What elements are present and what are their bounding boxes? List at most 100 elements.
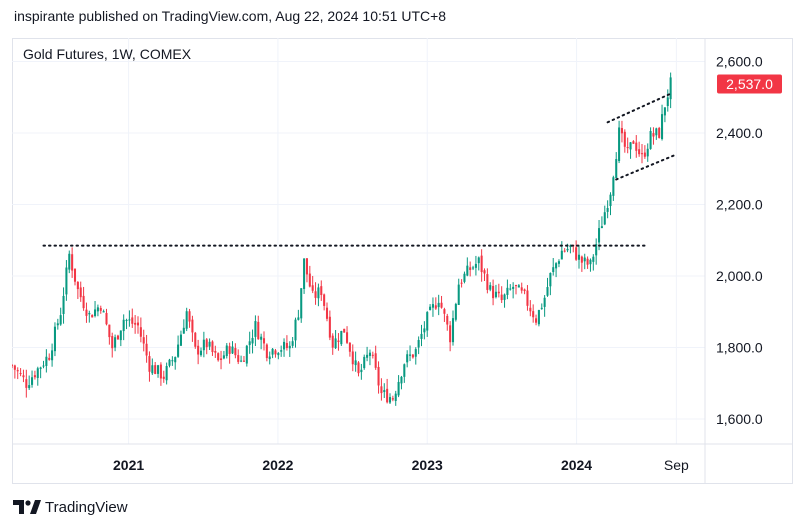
price-chart[interactable]: 1,600.0 1,800.0 2,000.0 2,200.0 2,400.0 2,600…: [12, 38, 793, 484]
candle-body: [228, 346, 231, 354]
candle-body: [114, 337, 117, 348]
candle-body: [620, 128, 623, 134]
candle-body: [99, 307, 102, 311]
candle-body: [96, 307, 99, 312]
candle-body: [13, 365, 16, 370]
candle-body: [394, 393, 397, 401]
candle-body: [79, 287, 82, 298]
candle-body: [354, 360, 357, 366]
candle-body: [532, 311, 535, 318]
candle-body: [460, 282, 463, 284]
candle-body: [277, 353, 280, 356]
candle-body: [658, 127, 661, 138]
candle-body: [409, 354, 412, 356]
candle-body: [285, 342, 288, 349]
candle-body: [640, 153, 644, 155]
y-tick-label: 1,800.0: [716, 340, 763, 356]
y-tick-label: 2,400.0: [716, 125, 763, 141]
candle-body: [569, 245, 572, 248]
candle-body: [22, 375, 25, 378]
chart-frame: [12, 38, 793, 484]
candle-body: [91, 315, 94, 318]
candle-body: [248, 341, 251, 346]
candle-body: [168, 359, 171, 366]
candle-body: [503, 294, 506, 300]
candle-body: [351, 351, 354, 365]
candle-body: [271, 348, 274, 355]
candle-body: [552, 267, 555, 273]
y-tick-label: 2,600.0: [716, 54, 763, 70]
candle-body: [199, 350, 203, 356]
candle-body: [540, 307, 543, 309]
candle-body: [626, 147, 629, 149]
candle-body: [42, 365, 45, 367]
y-tick-label: 1,600.0: [716, 411, 763, 427]
candle-body: [603, 212, 606, 225]
candle-body: [360, 369, 363, 373]
candle-body: [388, 397, 392, 403]
candle-body: [423, 328, 426, 333]
candle-body: [383, 390, 386, 393]
candle-body: [260, 336, 263, 340]
candle-body: [486, 274, 489, 290]
candle-body: [305, 258, 308, 275]
trendline-channel-upper: [606, 92, 672, 124]
candle-body: [580, 256, 583, 263]
candle-body: [414, 349, 417, 357]
candle-body: [142, 337, 145, 344]
candle-body: [663, 107, 666, 116]
candle-body: [472, 267, 475, 269]
candle-body: [33, 375, 36, 378]
candle-body: [182, 327, 185, 334]
candle-body: [506, 287, 509, 295]
candle-body: [19, 373, 22, 375]
candle-body: [655, 128, 658, 136]
candle-body: [288, 345, 291, 349]
candle-body: [512, 286, 515, 289]
candle-body: [202, 339, 205, 351]
candle-body: [177, 344, 180, 357]
candle-body: [159, 364, 162, 379]
candle-body: [557, 261, 560, 264]
candle-body: [51, 350, 54, 361]
candle-body: [480, 255, 483, 273]
candle-body: [294, 319, 297, 341]
candle-body: [234, 348, 237, 356]
candle-body: [214, 351, 217, 353]
x-tick-label: 2023: [412, 457, 443, 473]
candle-body: [431, 304, 434, 308]
candle-body: [220, 358, 223, 360]
candle-body: [323, 294, 326, 306]
candle-body: [623, 131, 626, 147]
candle-body: [314, 291, 317, 298]
x-tick-label: 2024: [561, 457, 592, 473]
candle-body: [560, 250, 563, 260]
candle-body: [454, 303, 457, 320]
candle-body: [111, 336, 114, 349]
candle-body: [131, 317, 134, 324]
candle-body: [406, 354, 409, 363]
candle-body: [122, 319, 125, 332]
candle-body: [76, 281, 79, 290]
candle-body: [174, 357, 177, 363]
candle-body: [88, 313, 91, 315]
candle-body: [426, 312, 429, 331]
candle-body: [157, 365, 160, 374]
candle-body: [56, 323, 59, 326]
candle-body: [563, 250, 566, 252]
candle-body: [494, 291, 497, 298]
candle-body: [649, 131, 652, 149]
candle-body: [500, 294, 503, 301]
candle-body: [108, 324, 111, 338]
candle-body: [397, 381, 400, 396]
candle-body: [529, 307, 532, 312]
candle-body: [62, 295, 65, 314]
candle-body: [125, 319, 128, 321]
candle-body: [297, 317, 300, 320]
candle-body: [12, 365, 14, 367]
candle-body: [343, 328, 346, 333]
candle-body: [457, 284, 460, 305]
candle-body: [609, 194, 612, 207]
candle-body: [237, 355, 240, 362]
candle-body: [474, 263, 477, 268]
